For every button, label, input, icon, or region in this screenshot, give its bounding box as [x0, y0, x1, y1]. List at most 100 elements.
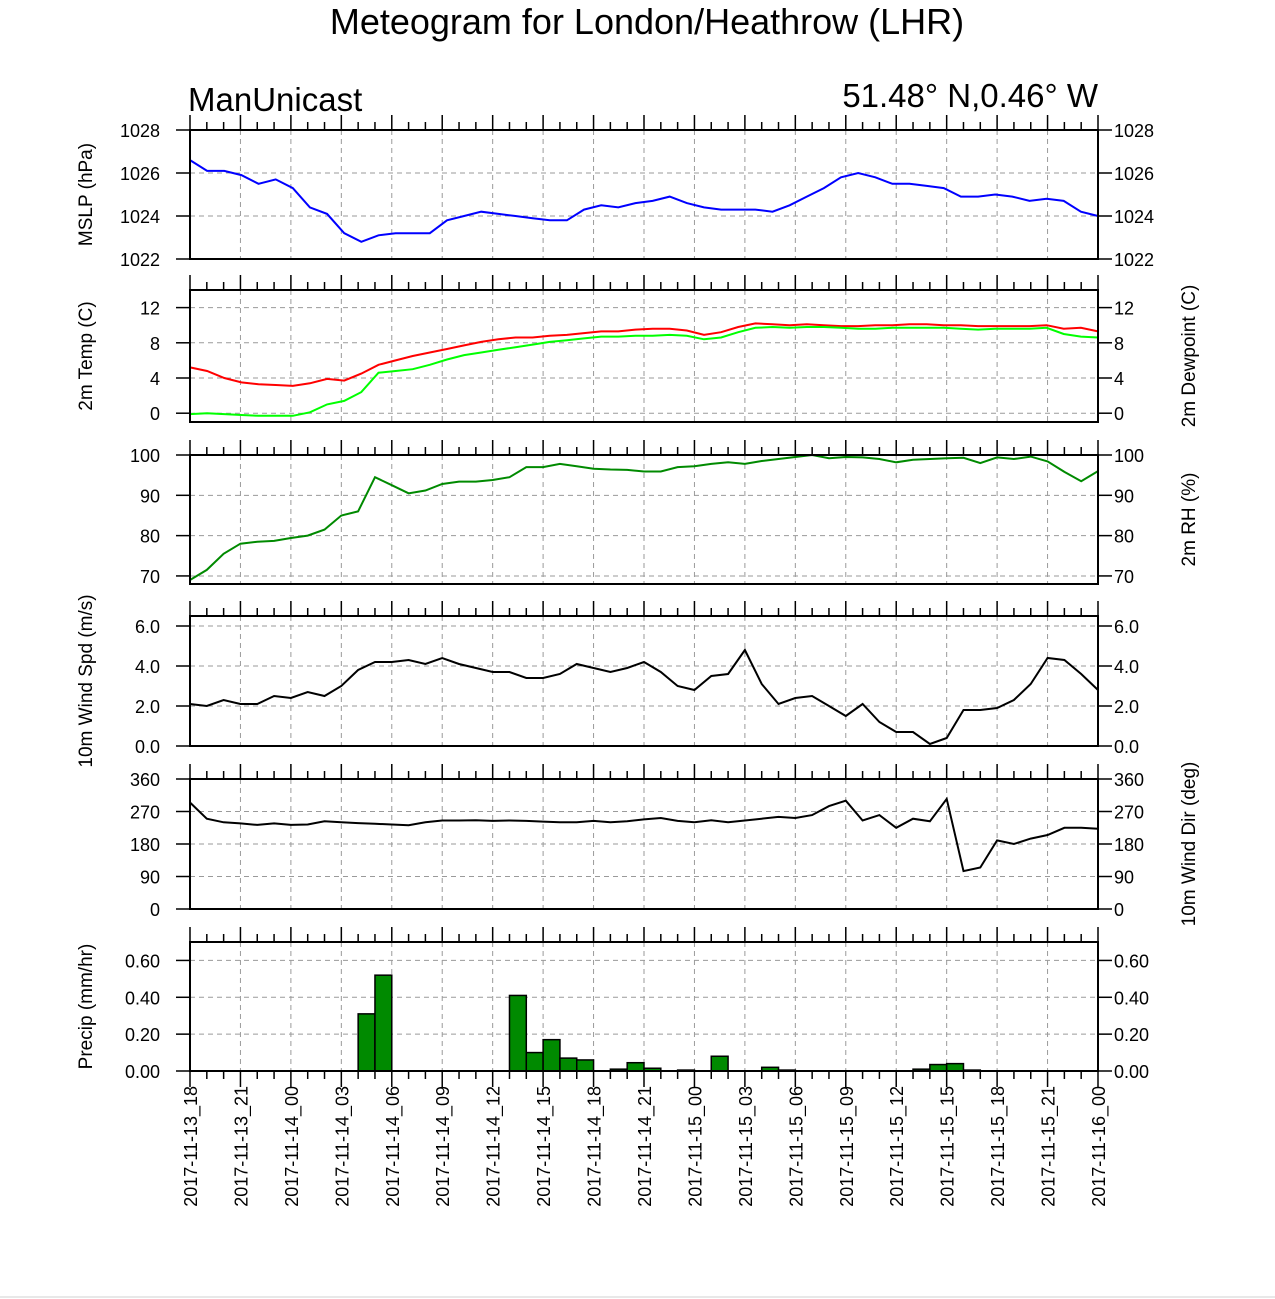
x-tick-label: 2017-11-15_06 [786, 1086, 807, 1207]
y-tick-label-right: 4 [1114, 369, 1124, 389]
y-tick-label-right: 12 [1114, 299, 1134, 319]
time-axis: 2017-11-13_18 2017-11-13_21 2017-11-14_00 2… [181, 1086, 1110, 1207]
y-tick-label-left: 1028 [120, 121, 160, 141]
precip-bar [626, 1061, 645, 1072]
x-tick-label: 2017-11-14_03 [332, 1086, 353, 1207]
y-axis-label-left: Precip (mm/hr) [76, 944, 97, 1070]
model-name: ManUnicast [188, 81, 362, 118]
y-tick-label-left: 0 [150, 404, 160, 424]
y-tick-label-right: 0.0 [1114, 737, 1139, 757]
y-tick-label-right: 270 [1114, 803, 1144, 823]
y-tick-label-left: 0.40 [125, 988, 160, 1008]
y-tick-label-right: 70 [1114, 567, 1134, 587]
y-axis-label-right: 10m Wind Dir (deg) [1179, 762, 1200, 927]
x-tick-label: 2017-11-14_18 [585, 1086, 606, 1207]
y-tick-label-right: 1026 [1114, 164, 1154, 184]
y-tick-label-right: 8 [1114, 334, 1124, 354]
y-axis-label-left: 10m Wind Spd (m/s) [76, 594, 97, 767]
y-tick-label-right: 0.60 [1114, 951, 1149, 971]
panel-wspd: 0.0 0.0 2.0 2.0 4.0 4.0 6.0 6.0 10m Wind Spd (m/… [76, 594, 1139, 767]
precip-bar [710, 1055, 729, 1072]
precip-bar [525, 1051, 544, 1072]
precip-bar [508, 994, 528, 1072]
x-tick-label: 2017-11-16_00 [1089, 1086, 1110, 1207]
x-tick-label: 2017-11-15_21 [1039, 1086, 1060, 1207]
y-tick-label-left: 2.0 [135, 697, 160, 717]
x-tick-label: 2017-11-13_21 [231, 1086, 252, 1207]
x-tick-label: 2017-11-13_18 [181, 1086, 202, 1207]
panel-wdir: 0 0 90 90 180 180 270 270 360 360 10m Wind Dir (de… [130, 762, 1200, 927]
y-axis-label-left: MSLP (hPa) [76, 143, 97, 246]
y-tick-label-left: 1026 [120, 164, 160, 184]
y-tick-label-right: 4.0 [1114, 657, 1139, 677]
y-tick-label-left: 12 [140, 299, 160, 319]
y-tick-label-left: 360 [130, 770, 160, 790]
y-tick-label-left: 0.00 [125, 1062, 160, 1082]
y-tick-label-right: 80 [1114, 527, 1134, 547]
y-tick-label-left: 1024 [120, 207, 160, 227]
y-tick-label-right: 0.40 [1114, 988, 1149, 1008]
y-tick-label-left: 90 [140, 868, 160, 888]
y-tick-label-left: 4.0 [135, 657, 160, 677]
y-tick-label-left: 270 [130, 803, 160, 823]
x-tick-label: 2017-11-14_15 [534, 1086, 555, 1207]
y-tick-label-left: 0.0 [135, 737, 160, 757]
y-tick-label-right: 1028 [1114, 121, 1154, 141]
precip-bar [542, 1038, 561, 1072]
x-tick-label: 2017-11-15_12 [887, 1086, 908, 1207]
panel-mslp: 1022 1022 1024 1024 1026 1026 1028 1028 MSLP (hP… [76, 115, 1154, 270]
y-tick-label-right: 90 [1114, 868, 1134, 888]
y-tick-label-left: 0.60 [125, 951, 160, 971]
precip-bar [357, 1013, 376, 1072]
y-tick-label-right: 0.00 [1114, 1062, 1149, 1082]
temp-series-line-1 [189, 325, 1099, 417]
x-tick-label: 2017-11-14_21 [635, 1086, 656, 1207]
panels: 1022 1022 1024 1024 1026 1026 1028 1028 MSLP (hP… [76, 115, 1200, 1087]
y-tick-label-right: 0.20 [1114, 1025, 1149, 1045]
y-tick-label-right: 180 [1114, 835, 1144, 855]
y-tick-label-right: 6.0 [1114, 617, 1139, 637]
panel-precip: 0.00 0.00 0.20 0.20 0.40 0.40 0.60 0.60 Precip (… [76, 927, 1149, 1087]
y-tick-label-right: 100 [1114, 446, 1144, 466]
y-tick-label-left: 6.0 [135, 617, 160, 637]
precip-bar [559, 1057, 578, 1072]
y-tick-label-right: 2.0 [1114, 697, 1139, 717]
x-tick-label: 2017-11-15_15 [938, 1086, 959, 1207]
y-tick-label-left: 100 [130, 446, 160, 466]
temp-series-line-0 [189, 322, 1099, 387]
precip-bar [575, 1059, 595, 1072]
x-tick-label: 2017-11-14_06 [383, 1086, 404, 1207]
location-coords: 51.48° N,0.46° W [842, 77, 1099, 114]
y-axis-label-right: 2m RH (%) [1179, 473, 1200, 567]
y-tick-label-left: 80 [140, 527, 160, 547]
x-tick-label: 2017-11-15_18 [988, 1086, 1009, 1207]
rh-series-line-0 [189, 453, 1099, 581]
y-tick-label-left: 1022 [120, 250, 160, 270]
mslp-series-line-0 [189, 159, 1099, 243]
y-tick-label-right: 90 [1114, 486, 1134, 506]
chart-title: Meteogram for London/Heathrow (LHR) [330, 1, 964, 42]
y-tick-label-right: 1022 [1114, 250, 1154, 270]
y-tick-label-right: 360 [1114, 770, 1144, 790]
wdir-series-line-0 [189, 796, 1099, 873]
y-tick-label-right: 0 [1114, 404, 1124, 424]
y-tick-label-left: 4 [150, 369, 160, 389]
panel-temp: 0 0 4 4 8 8 12 12 2m Temp (C) 2m Dewpoint (C) [76, 275, 1200, 427]
y-tick-label-right: 1024 [1114, 207, 1154, 227]
y-tick-label-left: 0 [150, 900, 160, 920]
x-tick-label: 2017-11-14_00 [282, 1086, 303, 1207]
x-tick-label: 2017-11-15_03 [736, 1086, 757, 1207]
y-tick-label-right: 0 [1114, 900, 1124, 920]
x-tick-label: 2017-11-15_00 [685, 1086, 706, 1207]
precip-bar [374, 974, 393, 1072]
y-tick-label-left: 90 [140, 486, 160, 506]
precip-bar [945, 1062, 965, 1072]
y-tick-label-left: 0.20 [125, 1025, 160, 1045]
panel-rh: 70 70 80 80 90 90 100 100 2m RH (%) [130, 440, 1200, 587]
y-tick-label-left: 8 [150, 334, 160, 354]
y-tick-label-left: 180 [130, 835, 160, 855]
y-axis-label-left: 2m Temp (C) [76, 301, 97, 410]
x-tick-label: 2017-11-14_12 [484, 1086, 505, 1207]
y-axis-label-right: 2m Dewpoint (C) [1179, 285, 1200, 428]
